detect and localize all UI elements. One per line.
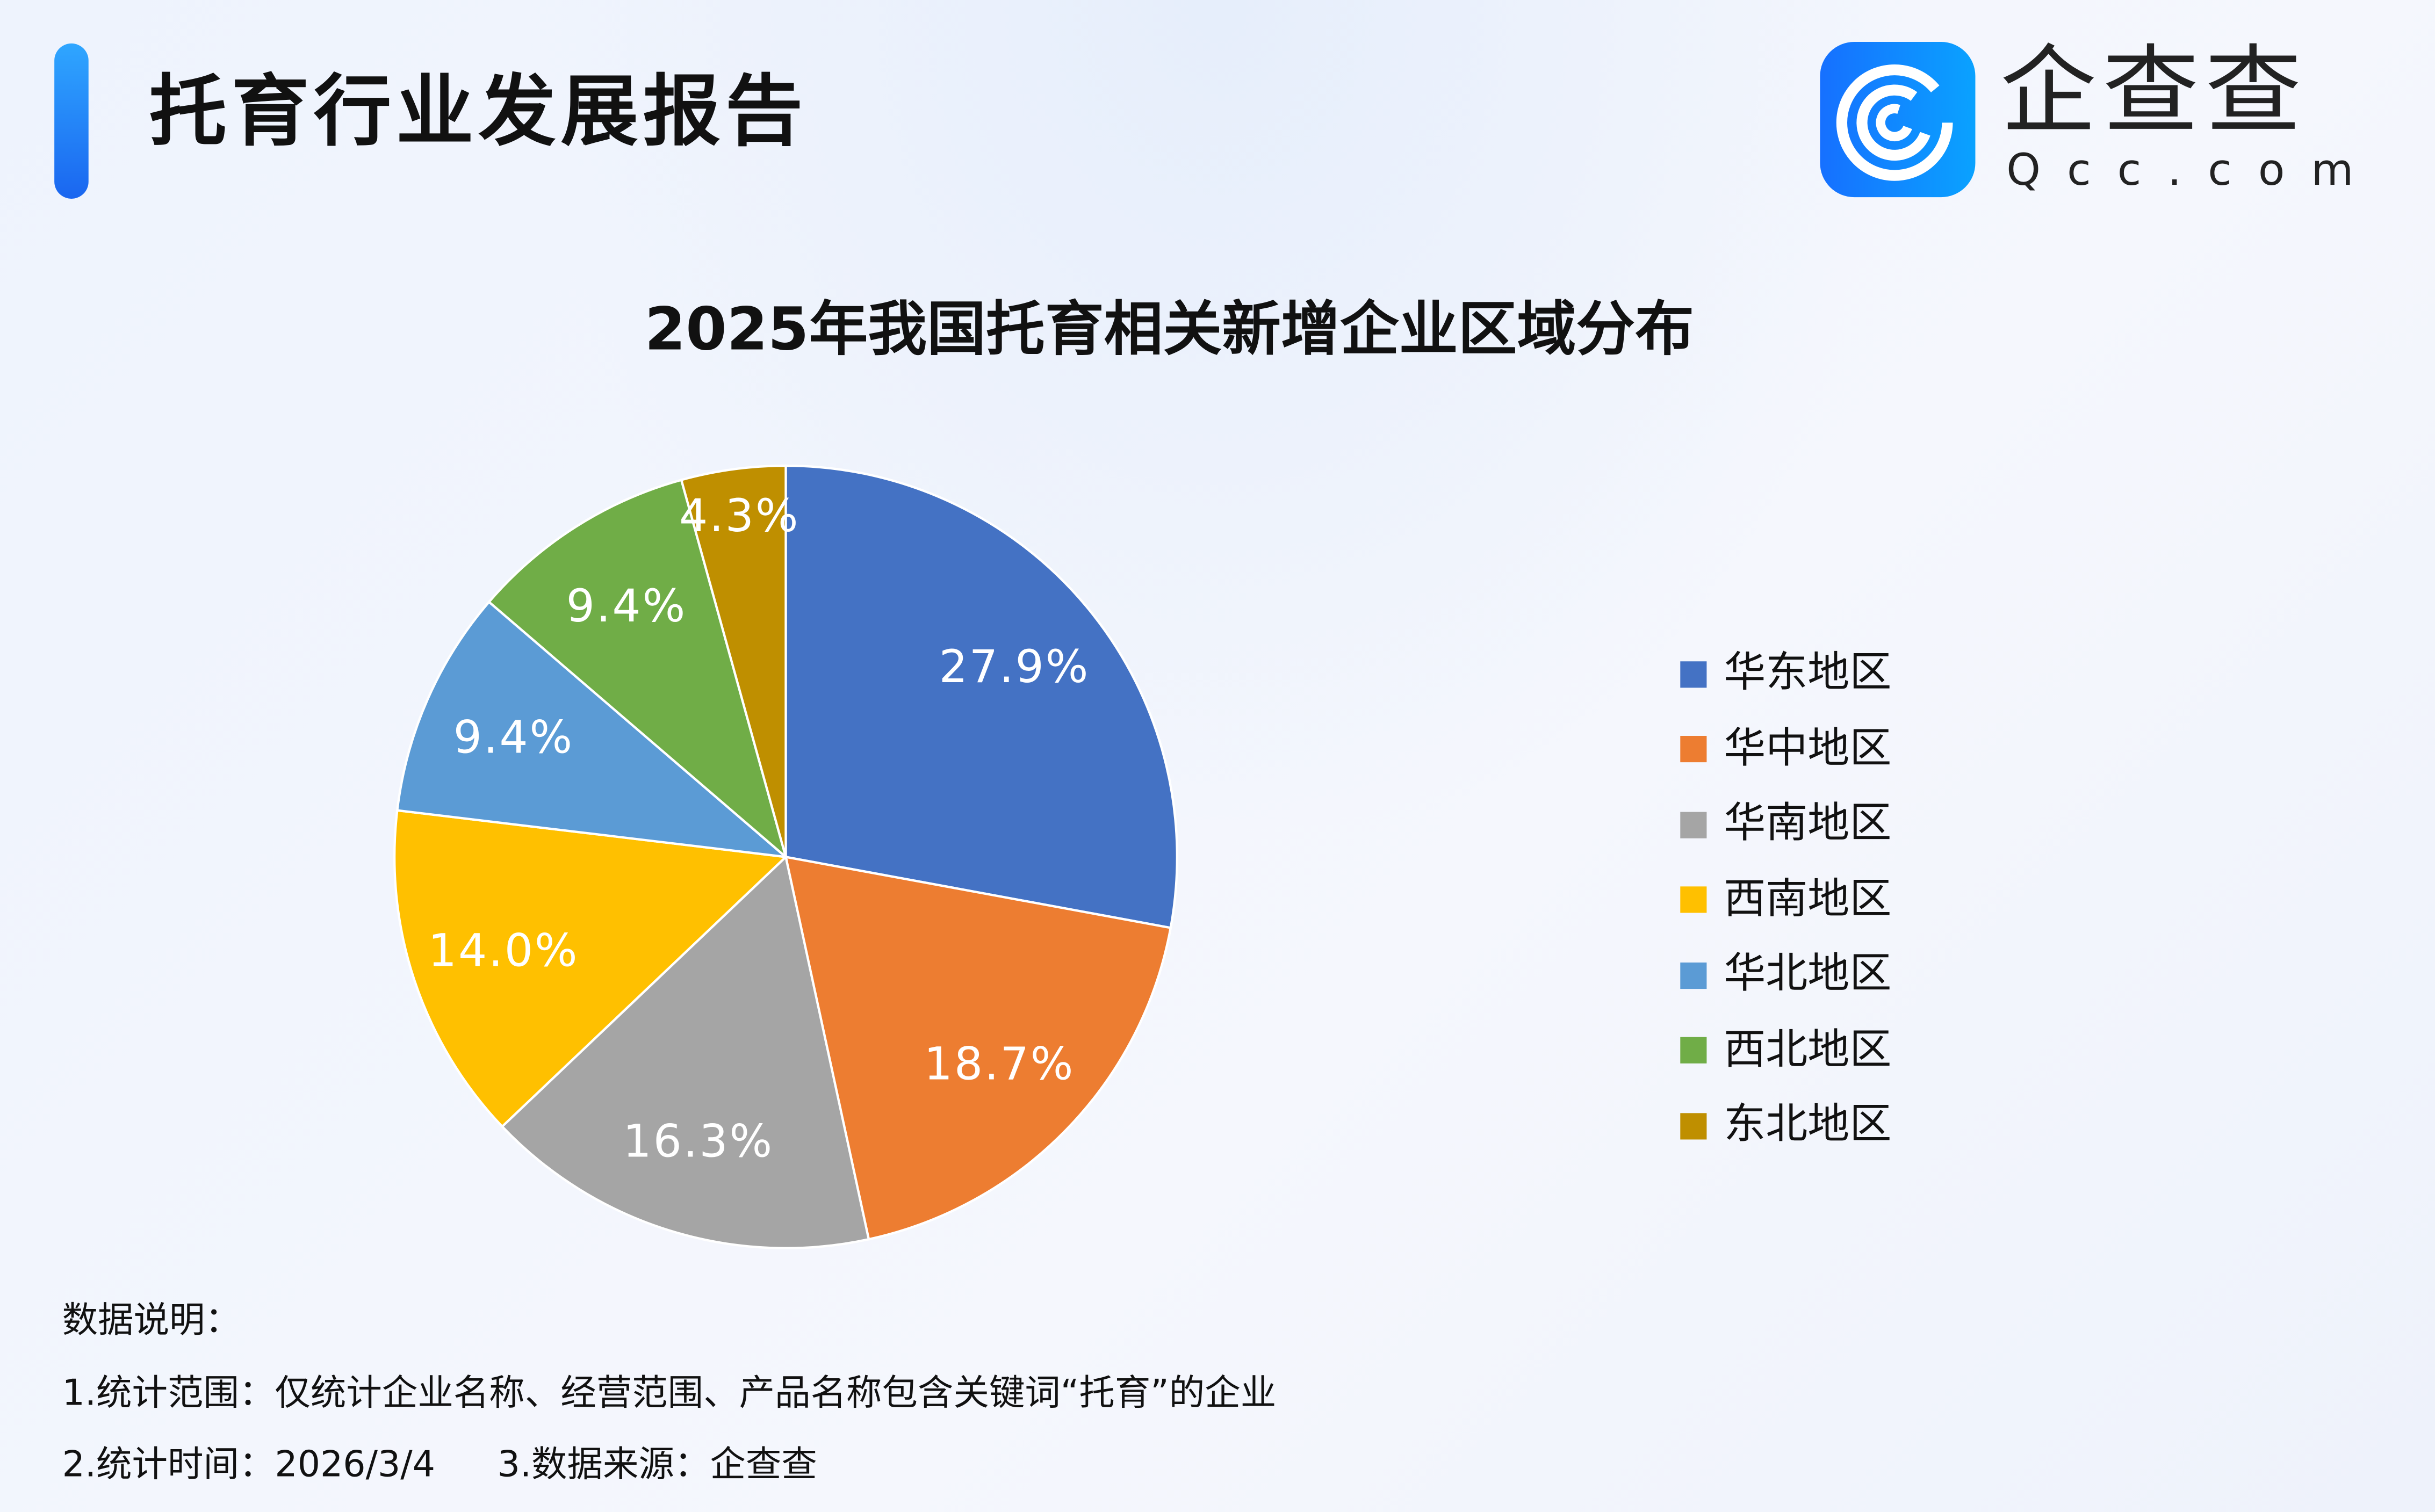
legend-item: 华北地区: [1680, 938, 1891, 1013]
pie-slice-3: [500, 855, 870, 1249]
pie-slice-6: [487, 478, 788, 860]
legend-swatch: [1680, 811, 1707, 838]
notes-scope: 1.统计范围：仅统计企业名称、经营范围、产品名称包含关键词“托育”的企业: [62, 1373, 1277, 1414]
legend-item: 西北地区: [1680, 1013, 1891, 1088]
legend-label: 华东地区: [1724, 649, 1892, 698]
qcc-logo-icon: [1820, 42, 1976, 198]
pie-slice-2: [784, 855, 1172, 1241]
legend-item: 华东地区: [1680, 636, 1891, 712]
legend-swatch: [1680, 887, 1707, 914]
legend-swatch: [1680, 962, 1707, 989]
qcc-logo-text: 企查查: [2000, 34, 2308, 148]
pie-slice-7: [680, 464, 787, 858]
pie-data-label: 9.4%: [566, 580, 687, 632]
page-title: 托育行业发展报告: [149, 67, 808, 157]
legend-swatch: [1680, 736, 1707, 763]
pie-slice-4: [393, 809, 789, 1128]
pie-data-label: 27.9%: [939, 640, 1090, 693]
legend-swatch: [1680, 1112, 1707, 1139]
pie-data-label: 4.3%: [679, 489, 799, 542]
legend-item: 东北地区: [1680, 1088, 1891, 1163]
chart-title: 2025年我国托育相关新增企业区域分布: [644, 295, 1694, 364]
notes-source: 3.数据来源：企查查: [497, 1445, 817, 1486]
pie-slice-5: [395, 600, 790, 859]
pie-data-label: 9.4%: [453, 711, 574, 763]
legend-item: 华南地区: [1680, 787, 1891, 862]
pie-data-label: 18.7%: [924, 1038, 1075, 1090]
legend-swatch: [1680, 1037, 1707, 1064]
legend: 华东地区华中地区华南地区西南地区华北地区西北地区东北地区: [1680, 636, 1891, 1163]
legend-label: 华中地区: [1724, 725, 1892, 773]
legend-swatch: [1680, 661, 1707, 688]
notes-heading: 数据说明：: [62, 1301, 241, 1342]
notes-date: 2.统计时间：2026/3/4: [62, 1445, 436, 1486]
legend-item: 西南地区: [1680, 863, 1891, 938]
legend-label: 西南地区: [1724, 875, 1892, 924]
legend-label: 华北地区: [1724, 950, 1892, 999]
legend-label: 西北地区: [1724, 1025, 1892, 1074]
pie-slice-1: [784, 464, 1179, 929]
pie-data-label: 14.0%: [428, 924, 579, 977]
legend-label: 华南地区: [1724, 800, 1892, 848]
qcc-logo-domain: Qcc.com: [2006, 144, 2380, 196]
pie-data-label: 16.3%: [623, 1115, 774, 1167]
legend-item: 华中地区: [1680, 712, 1891, 787]
title-accent-bar: [54, 43, 89, 199]
data-notes: 数据说明： 1.统计范围：仅统计企业名称、经营范围、产品名称包含关键词“托育”的…: [62, 1285, 1277, 1502]
legend-label: 东北地区: [1724, 1101, 1892, 1149]
